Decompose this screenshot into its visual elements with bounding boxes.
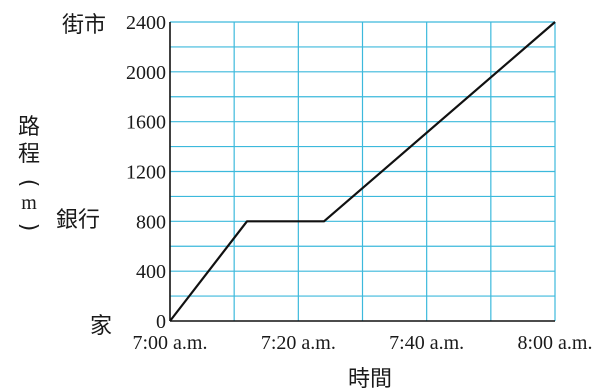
- x-tick-label: 7:40 a.m.: [389, 332, 464, 354]
- grid: [170, 21, 556, 321]
- y-tick-label: 0: [156, 311, 166, 333]
- y-axis-title-char: (: [16, 179, 41, 188]
- y-axis-title-char: 路: [18, 115, 40, 140]
- axes: [169, 22, 555, 322]
- y-axis-title-char: 程: [18, 142, 40, 167]
- x-tick-label: 8:00 a.m.: [518, 332, 593, 354]
- y-tick-label: 1600: [126, 112, 166, 134]
- x-tick-labels: 7:00 a.m. 7:20 a.m. 7:40 a.m. 8:00 a.m.: [133, 332, 593, 354]
- y-tick-label: 2000: [126, 62, 166, 84]
- x-axis-label: 時間: [348, 367, 392, 392]
- place-label-home: 家: [90, 314, 112, 339]
- y-tick-label: 800: [136, 211, 166, 233]
- series: [169, 21, 556, 322]
- y-axis-title-char: ): [16, 223, 41, 232]
- series-line: [169, 21, 556, 322]
- y-tick-labels: 0 400 800 1200 1600 2000 2400: [126, 12, 166, 333]
- x-tick-label: 7:00 a.m.: [133, 332, 208, 354]
- y-axis-title: 路程 ( m): [16, 115, 41, 231]
- y-tick-label: 2400: [126, 12, 166, 34]
- y-axis-title-char: m: [21, 192, 37, 214]
- y-tick-label: 1200: [126, 162, 166, 184]
- x-tick-label: 7:20 a.m.: [261, 332, 336, 354]
- place-label-market: 街市: [62, 13, 106, 38]
- y-tick-label: 400: [136, 261, 166, 283]
- place-label-bank: 銀行: [56, 208, 100, 233]
